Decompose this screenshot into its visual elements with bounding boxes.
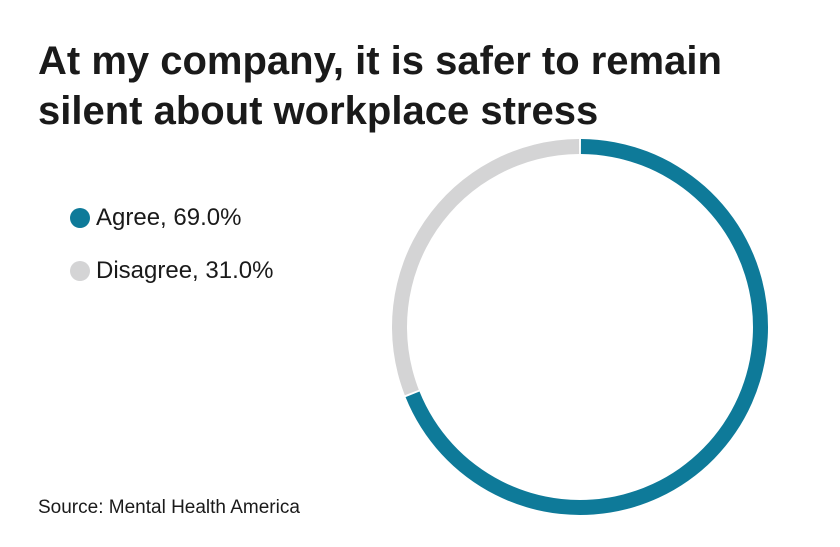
legend-label-agree: Agree, 69.0%: [96, 204, 242, 231]
legend-swatch-disagree: [70, 261, 90, 281]
legend-item-agree: Agree, 69.0%: [70, 198, 273, 238]
source-note: Source: Mental Health America: [38, 497, 300, 518]
legend-swatch-agree: [70, 208, 90, 228]
chart-title: At my company, it is safer to remain sil…: [38, 39, 722, 133]
legend-label-disagree: Disagree, 31.0%: [96, 257, 274, 284]
donut-slice-disagree: [392, 139, 580, 396]
legend-item-disagree: Disagree, 31.0%: [70, 251, 273, 291]
legend: Agree, 69.0% Disagree, 31.0%: [70, 198, 273, 304]
